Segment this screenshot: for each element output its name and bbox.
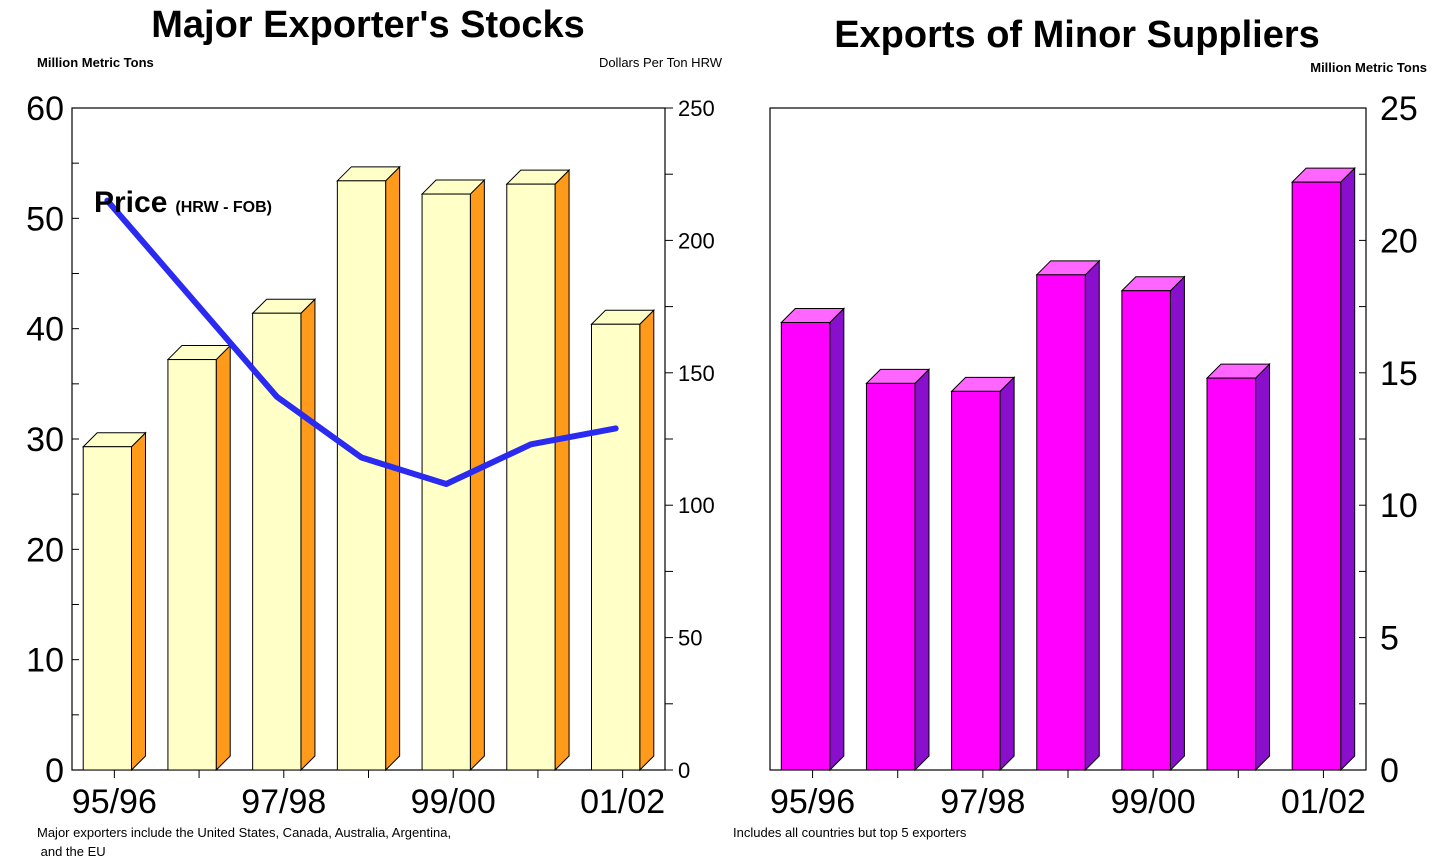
right-x-tick-label: 97/98 [940, 783, 1025, 821]
left-y2-tick-label: 250 [678, 96, 715, 121]
left-y-tick-label: 50 [26, 200, 64, 238]
right-bar [1036, 274, 1086, 771]
left-y2-tick-label: 50 [678, 626, 702, 651]
left-y-tick-label: 0 [45, 752, 64, 790]
right-bar-side [999, 376, 1015, 772]
right-footnote: Includes all countries but top 5 exporte… [733, 825, 967, 840]
right-bar-side [829, 307, 845, 772]
left-bar-side [300, 298, 316, 772]
left-bar-side [469, 178, 485, 772]
left-bar-side [554, 168, 570, 772]
left-chart: 0 10 20 30 40 50 60 0 50 100 150 200 250 95/96 97/98 99… [26, 90, 715, 821]
left-bar-side [131, 431, 147, 772]
right-bar [780, 321, 831, 771]
left-bar-side [639, 309, 655, 772]
left-y-tick-label: 60 [26, 90, 64, 128]
left-x-tick-label: 99/00 [411, 783, 496, 821]
left-y-tick-label: 10 [26, 642, 64, 680]
left-price-line [104, 197, 619, 488]
right-bar [1206, 377, 1257, 771]
left-bar-side [215, 344, 231, 772]
left-x-tick-label: 01/02 [580, 783, 665, 821]
price-label-sub: (HRW - FOB) [175, 199, 272, 216]
right-x-tick-label: 95/96 [770, 783, 855, 821]
left-x-tick-label: 97/98 [241, 783, 326, 821]
right-x-tick-label: 99/00 [1111, 783, 1196, 821]
left-y2-tick-label: 200 [678, 228, 715, 253]
right-y-axis-label: Million Metric Tons [1310, 60, 1427, 75]
left-bar [167, 359, 217, 771]
left-chart-title: Major Exporter's Stocks [151, 4, 585, 46]
right-bar [951, 390, 1001, 771]
right-chart-title: Exports of Minor Suppliers [834, 14, 1320, 56]
right-bar [865, 382, 916, 771]
right-y-tick-label: 0 [1380, 752, 1399, 790]
right-bar-side [1084, 259, 1100, 772]
left-bar [336, 180, 387, 771]
left-y-tick-label: 30 [26, 421, 64, 459]
left-y-tick-label: 40 [26, 311, 64, 349]
left-y-axis-label: Million Metric Tons [37, 55, 154, 70]
price-label-main: Price [94, 186, 167, 219]
right-y-tick-label: 25 [1380, 90, 1418, 128]
right-bar-side [1255, 362, 1271, 772]
right-y-tick-label: 15 [1380, 355, 1418, 393]
right-chart: 0 5 10 15 20 25 95/96 97/98 99/00 01/02 [769, 90, 1418, 821]
left-y-tick-label: 20 [26, 531, 64, 569]
left-price-label: Price (HRW - FOB) [94, 186, 272, 219]
right-bar [1121, 290, 1171, 771]
left-y2-tick-label: 100 [678, 493, 715, 518]
right-bar-side [1340, 166, 1356, 772]
left-x-tick-label: 95/96 [72, 783, 157, 821]
left-y2-tick-label: 0 [678, 758, 690, 783]
left-y2-axis-label: Dollars Per Ton HRW [599, 55, 723, 70]
left-bar [82, 446, 133, 771]
left-bar [252, 312, 302, 771]
left-y2-tick-label: 150 [678, 361, 715, 386]
right-y-tick-label: 20 [1380, 222, 1418, 260]
left-footnote-line1: Major exporters include the United State… [37, 825, 451, 840]
right-y-tick-label: 5 [1380, 620, 1399, 658]
left-footnote-line2: and the EU [37, 844, 106, 859]
right-x-tick-label: 01/02 [1281, 783, 1366, 821]
left-bar [590, 323, 641, 771]
left-bar [506, 183, 556, 771]
right-bar-side [1169, 275, 1185, 772]
right-bar [1291, 181, 1342, 771]
right-y-tick-label: 10 [1380, 487, 1418, 525]
right-bar-side [914, 368, 930, 772]
